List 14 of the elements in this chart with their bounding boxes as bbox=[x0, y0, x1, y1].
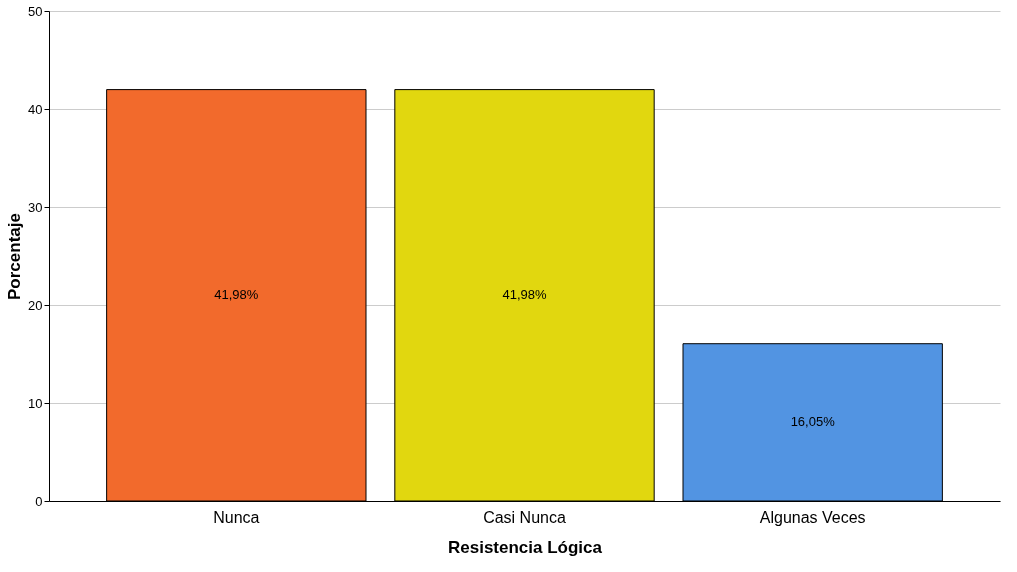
y-tick-label: 50 bbox=[28, 3, 43, 19]
y-tick-label: 30 bbox=[28, 199, 43, 215]
y-tick-label: 10 bbox=[28, 395, 43, 411]
x-tick-label: Nunca bbox=[213, 508, 260, 526]
y-tick-label: 0 bbox=[35, 493, 43, 509]
data-label: 16,05% bbox=[790, 414, 836, 430]
y-tick-label: 40 bbox=[28, 101, 43, 117]
y-tick-label: 20 bbox=[28, 297, 43, 313]
y-axis-title: Porcentaje bbox=[5, 213, 25, 300]
x-tick-label: Algunas Veces bbox=[759, 508, 866, 526]
data-label: 41,98% bbox=[502, 287, 547, 303]
x-tick-label: Casi Nunca bbox=[483, 508, 566, 526]
x-axis-title: Resistencia Lógica bbox=[447, 537, 603, 557]
data-label: 41,98% bbox=[214, 287, 259, 303]
